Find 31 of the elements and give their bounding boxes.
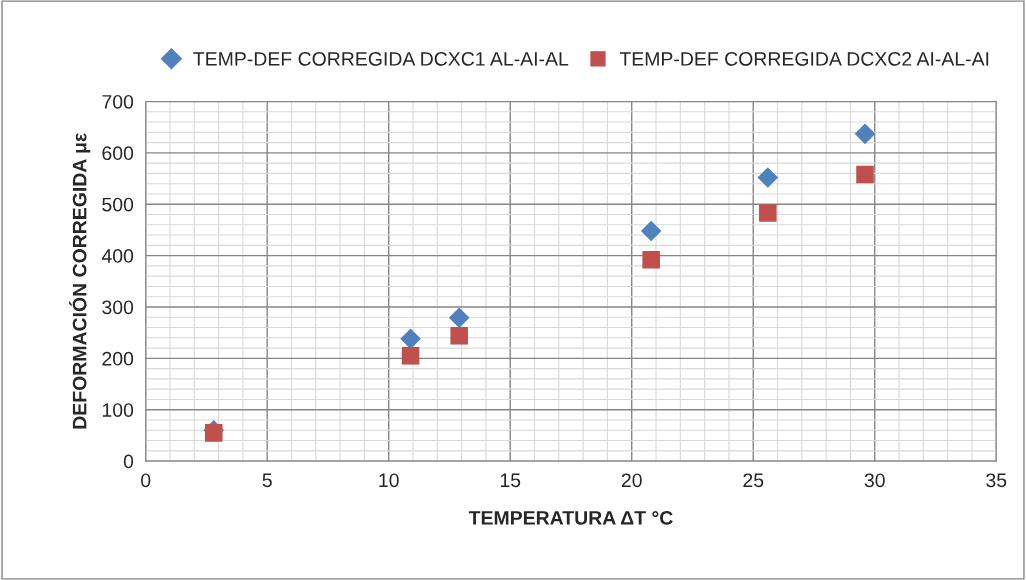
point [759, 204, 777, 222]
point [640, 220, 662, 242]
y-tick-label: 300 [102, 300, 134, 315]
y-tick-label: 0 [123, 454, 134, 469]
x-tick-label: 35 [986, 473, 1007, 488]
y-tick-label: 200 [102, 351, 134, 366]
y-axis-title: DEFORMACIÓN CORREGIDA με [69, 133, 91, 429]
point [204, 424, 223, 442]
legend-label: TEMP-DEF CORREGIDA DCXC2 AI-AL-AI [619, 52, 989, 66]
x-tick-label: 30 [864, 473, 885, 488]
point [856, 165, 874, 184]
x-tick-label: 0 [141, 473, 151, 488]
x-tick-label: 15 [500, 473, 521, 488]
point [448, 307, 470, 329]
x-tick-label: 5 [262, 473, 272, 488]
point [642, 250, 660, 269]
point [400, 328, 421, 350]
point [854, 123, 876, 145]
x-axis-title: TEMPERATURA ΔT °C [468, 510, 673, 525]
x-tick-label: 20 [621, 473, 642, 488]
legend-label: TEMP-DEF CORREGIDA DCXC1 AL-AI-AL [193, 52, 569, 66]
y-tick-label: 100 [102, 403, 134, 417]
point [401, 347, 420, 365]
y-tick-label: 700 [102, 94, 134, 109]
x-tick-label: 10 [379, 473, 399, 488]
point [757, 167, 779, 188]
y-tick-label: 500 [102, 197, 134, 212]
x-tick-label: 25 [743, 473, 764, 488]
point [450, 326, 468, 345]
y-tick-label: 600 [102, 146, 134, 161]
y-tick-label: 400 [101, 249, 134, 263]
